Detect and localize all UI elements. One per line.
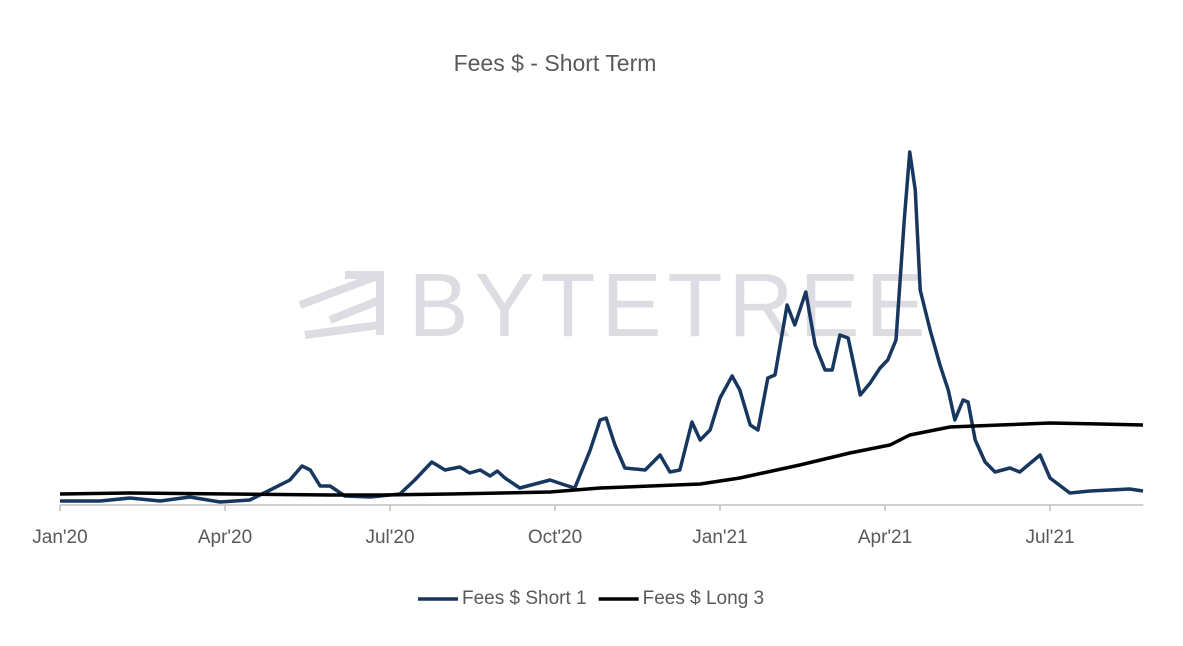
watermark-icon <box>298 271 384 339</box>
x-tick-label: Jul'21 <box>1025 527 1074 548</box>
legend-label: Fees $ Short 1 <box>462 588 587 609</box>
watermark: BYTETREE <box>408 256 931 356</box>
x-tick-label: Apr'21 <box>858 527 912 548</box>
chart-title: Fees $ - Short Term <box>454 50 657 76</box>
x-tick-label: Oct'20 <box>528 527 582 548</box>
legend-label: Fees $ Long 3 <box>643 588 764 609</box>
x-tick-label: Jul'20 <box>365 527 414 548</box>
x-tick-label: Jan'20 <box>32 527 87 548</box>
line <box>59 421 1143 497</box>
x-tick-label: Jan'21 <box>692 527 747 548</box>
x-tick-label: Apr'20 <box>198 527 252 548</box>
